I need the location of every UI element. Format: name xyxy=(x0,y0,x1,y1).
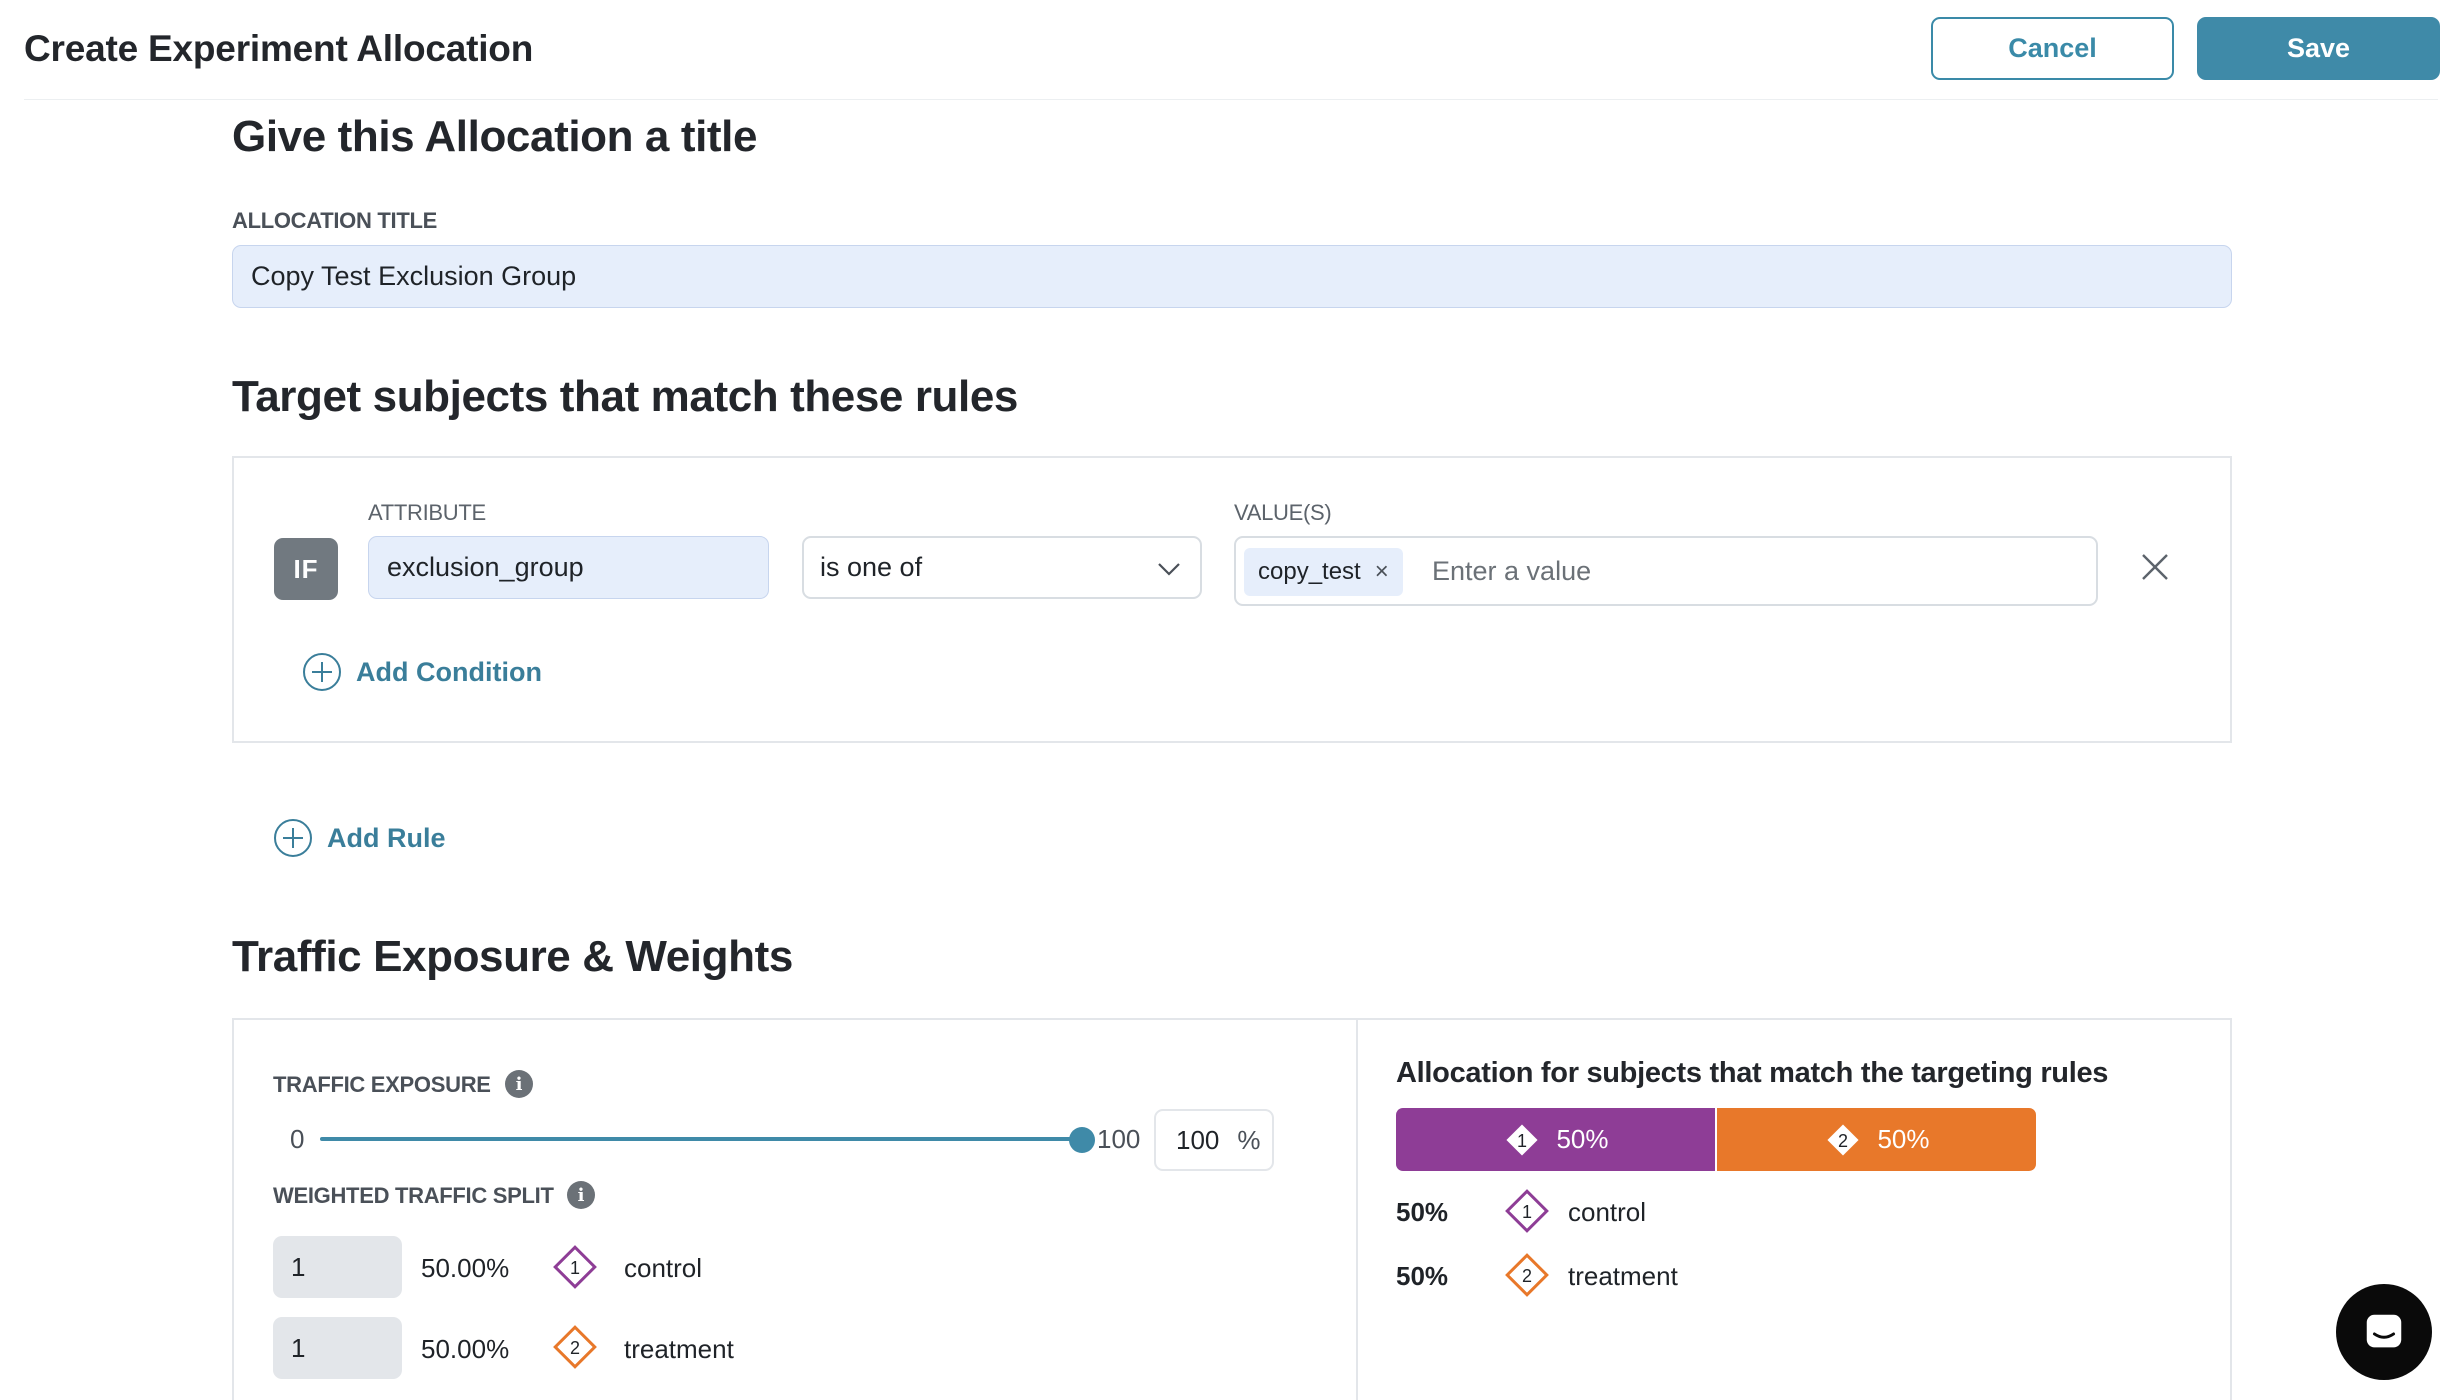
traffic-exposure-label: TRAFFIC EXPOSURE xyxy=(273,1072,491,1097)
bar-index-label: 1 xyxy=(1517,1131,1527,1151)
attribute-input[interactable]: exclusion_group xyxy=(368,536,769,599)
allocation-title-input[interactable]: Copy Test Exclusion Group xyxy=(232,245,2232,308)
chat-launcher-button[interactable] xyxy=(2336,1284,2432,1380)
plus-circle-icon xyxy=(274,819,312,857)
variant-percent: 50.00% xyxy=(421,1334,510,1364)
add-rule-button[interactable]: Add Rule xyxy=(273,818,446,858)
variant-1-diamond-icon: 1 xyxy=(1506,1123,1539,1156)
traffic-exposure-value: 100 xyxy=(1176,1124,1220,1155)
allocation-title-label: ALLOCATION TITLE xyxy=(232,208,437,233)
allocation-bar-label: 50% xyxy=(1877,1124,1930,1154)
close-icon[interactable] xyxy=(2138,550,2172,584)
variant-weight-input[interactable]: 1 xyxy=(273,1236,402,1298)
variant-1-diamond-icon: 1 xyxy=(1505,1189,1549,1233)
chevron-down-icon xyxy=(1158,563,1180,576)
chip-remove-icon[interactable]: × xyxy=(1374,558,1389,585)
add-rule-label: Add Rule xyxy=(327,822,446,853)
allocation-bar-label: 50% xyxy=(1556,1124,1609,1154)
allocation-legend-percent: 50% xyxy=(1396,1197,1449,1227)
page-title: Create Experiment Allocation xyxy=(24,28,534,69)
allocation-legend-name: control xyxy=(1568,1197,1647,1227)
variant-index-label: 2 xyxy=(570,1338,580,1358)
traffic-section-heading: Traffic Exposure & Weights xyxy=(232,932,793,981)
cancel-button[interactable]: Cancel xyxy=(1931,17,2174,80)
traffic-exposure-input[interactable]: 100 % xyxy=(1154,1109,1274,1171)
info-icon[interactable]: i xyxy=(567,1181,595,1209)
bar-index-label: 2 xyxy=(1838,1131,1848,1151)
weighted-split-label: WEIGHTED TRAFFIC SPLIT xyxy=(273,1183,554,1208)
allocation-bar-segment: 1 50% xyxy=(1396,1108,1715,1171)
variant-2-diamond-icon: 2 xyxy=(1827,1123,1860,1156)
percent-unit: % xyxy=(1237,1124,1261,1155)
allocation-title-value: Copy Test Exclusion Group xyxy=(251,261,577,291)
add-condition-label: Add Condition xyxy=(356,656,542,687)
plus-circle-icon xyxy=(303,653,341,691)
value-chip-label: copy_test xyxy=(1258,558,1361,585)
variant-name: treatment xyxy=(624,1334,734,1364)
traffic-divider xyxy=(1356,1020,1358,1400)
variant-index-label: 1 xyxy=(570,1258,580,1278)
legend-index-label: 2 xyxy=(1522,1266,1532,1286)
variant-2-diamond-icon: 2 xyxy=(553,1325,597,1369)
values-input[interactable]: copy_test × Enter a value xyxy=(1234,536,2098,606)
slider-handle[interactable] xyxy=(1069,1127,1095,1153)
attribute-value: exclusion_group xyxy=(387,552,584,582)
operator-select[interactable]: is one of xyxy=(802,536,1202,599)
value-chip: copy_test × xyxy=(1244,548,1403,596)
traffic-exposure-slider[interactable] xyxy=(320,1137,1082,1141)
chat-icon xyxy=(2366,1314,2402,1348)
variant-weight-input[interactable]: 1 xyxy=(273,1317,402,1379)
top-bar: Create Experiment Allocation Cancel Save xyxy=(24,0,2440,100)
slider-min-label: 0 xyxy=(290,1124,305,1154)
if-badge: IF xyxy=(274,538,338,600)
attribute-label: ATTRIBUTE xyxy=(368,500,486,525)
add-condition-button[interactable]: Add Condition xyxy=(302,652,542,692)
save-button[interactable]: Save xyxy=(2197,17,2440,80)
allocation-legend-percent: 50% xyxy=(1396,1261,1449,1291)
values-placeholder: Enter a value xyxy=(1432,555,1592,586)
variant-name: control xyxy=(624,1253,703,1283)
slider-max-label: 100 xyxy=(1097,1124,1141,1154)
allocation-bar-segment: 2 50% xyxy=(1717,1108,2036,1171)
variant-1-diamond-icon: 1 xyxy=(553,1245,597,1289)
variant-weight-value: 1 xyxy=(291,1332,306,1363)
allocation-legend-name: treatment xyxy=(1568,1261,1678,1291)
variant-weight-value: 1 xyxy=(291,1251,306,1282)
targeting-section-heading: Target subjects that match these rules xyxy=(232,372,1018,421)
rule-card: ATTRIBUTE VALUE(S) IF exclusion_group is… xyxy=(232,456,2232,743)
values-label: VALUE(S) xyxy=(1234,500,1332,525)
info-icon[interactable]: i xyxy=(505,1070,533,1098)
traffic-card xyxy=(232,1018,2232,1400)
legend-index-label: 1 xyxy=(1522,1202,1532,1222)
variant-2-diamond-icon: 2 xyxy=(1505,1253,1549,1297)
operator-value: is one of xyxy=(820,552,923,582)
title-section-heading: Give this Allocation a title xyxy=(232,112,758,161)
variant-percent: 50.00% xyxy=(421,1253,510,1283)
allocation-summary-title: Allocation for subjects that match the t… xyxy=(1396,1057,2109,1089)
